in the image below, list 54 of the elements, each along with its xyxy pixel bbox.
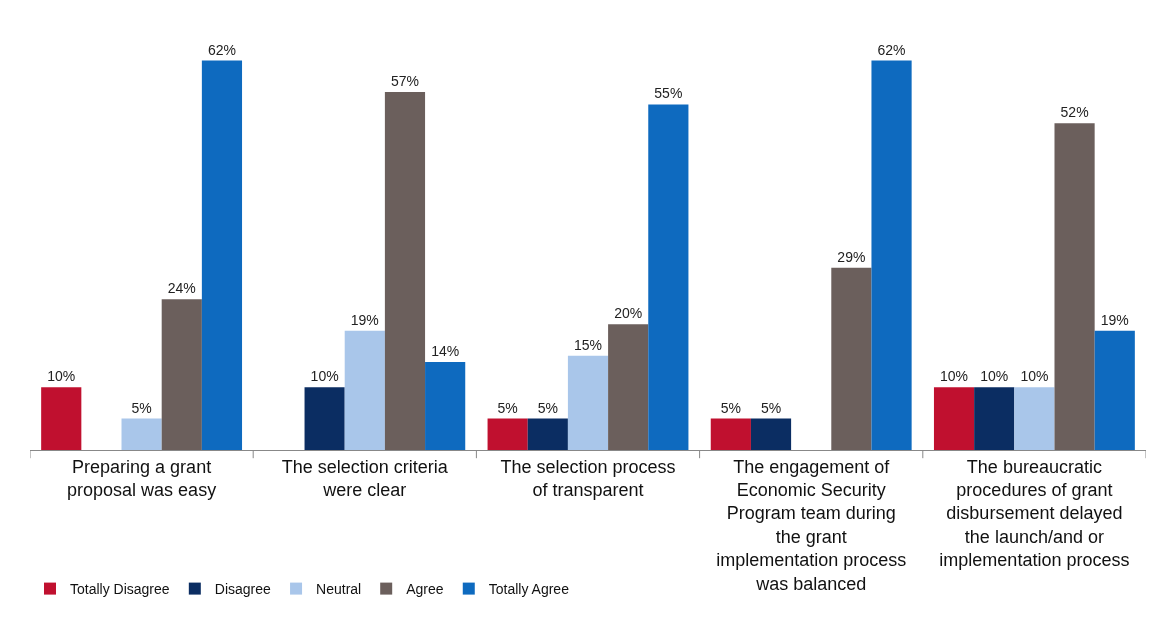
data-label: 10% [1020, 368, 1049, 385]
bar [161, 299, 202, 450]
bar [974, 387, 1015, 450]
bar [933, 387, 975, 450]
data-label: 55% [654, 85, 683, 102]
data-label: 20% [614, 305, 643, 322]
data-label: 5% [537, 399, 558, 416]
bar [608, 324, 649, 450]
legend-label: Agree [406, 581, 444, 598]
x-tick-label: Preparing a grant proposal was easy [67, 456, 217, 500]
x-tick-label: The bureaucratic procedures of grant disbursement delayed the launch/and or implementation process [939, 456, 1130, 571]
data-label: 19% [1100, 311, 1129, 328]
data-label: 15% [573, 336, 603, 353]
bar [567, 355, 609, 450]
bar [344, 330, 385, 450]
bar [1094, 330, 1135, 450]
bar [1014, 387, 1055, 450]
data-label: 5% [131, 399, 152, 416]
x-tick-label: The engagement of Economic Security Program team during the grant implementation process was balanced [716, 456, 907, 594]
data-label: 5% [760, 399, 782, 416]
data-label: 62% [877, 41, 906, 58]
bar [710, 418, 751, 450]
data-label: 10% [310, 368, 339, 385]
data-label: 29% [837, 248, 866, 265]
bar [831, 267, 872, 450]
bar [425, 362, 466, 450]
data-label: 10% [47, 368, 76, 385]
bar [750, 418, 792, 450]
data-label: 10% [940, 368, 969, 385]
bar [648, 104, 689, 450]
legend-label: Neutral [316, 581, 362, 598]
data-label: 57% [390, 72, 419, 89]
data-label: 24% [167, 280, 196, 297]
bar [527, 418, 568, 450]
bar [121, 418, 162, 450]
bar [384, 91, 426, 450]
data-label: 52% [1060, 104, 1089, 121]
bar [871, 60, 912, 450]
x-tick-label: The selection criteria were clear [281, 456, 449, 500]
data-label: 14% [431, 343, 460, 360]
legend-label: Totally Agree [488, 581, 570, 598]
bar [201, 60, 243, 450]
bar [487, 418, 528, 450]
bar [304, 387, 345, 450]
legend-label: Totally Disagree [70, 581, 170, 598]
x-tick-label: The selection process of transparent [500, 456, 676, 500]
bar [41, 387, 82, 450]
data-label: 10% [980, 368, 1009, 385]
data-label: 5% [497, 399, 518, 416]
data-label: 19% [350, 311, 379, 328]
legend-label: Disagree [214, 581, 272, 598]
data-label: 62% [207, 41, 236, 58]
data-label: 5% [720, 399, 741, 416]
bar [1054, 123, 1095, 450]
